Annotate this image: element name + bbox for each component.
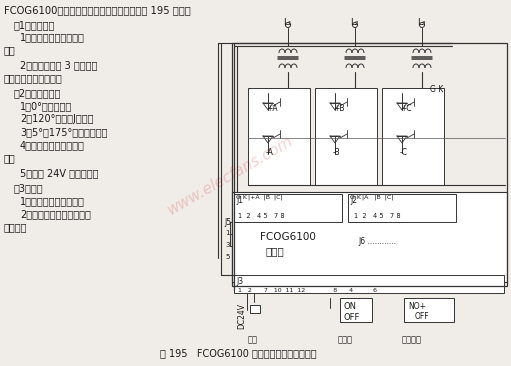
Text: 1）0°相位基准。: 1）0°相位基准。 [20, 101, 72, 111]
Bar [382, 88, 444, 185]
Bar [404, 298, 454, 322]
Text: J5: J5 [224, 218, 231, 227]
Bar [340, 298, 372, 322]
Text: G K: G K [236, 195, 247, 200]
Text: （2）触发板配置: （2）触发板配置 [14, 88, 61, 98]
Text: +A: +A [266, 104, 277, 113]
Text: J1: J1 [236, 196, 243, 205]
Text: 起动器。: 起动器。 [4, 222, 28, 232]
Bar [248, 88, 310, 185]
Bar [232, 192, 507, 282]
Text: 3: 3 [225, 242, 229, 248]
Text: 2）120°脉冲门J信号。: 2）120°脉冲门J信号。 [20, 114, 94, 124]
Text: J6 ............: J6 ............ [358, 237, 396, 246]
Text: |+A  |B  |C|: |+A |B |C| [248, 195, 283, 201]
Text: 2）在负载中有 3 次谐波电: 2）在负载中有 3 次谐波电 [20, 60, 98, 70]
Text: 触发板: 触发板 [266, 246, 285, 256]
Text: 1）变压器一次侧控制。: 1）变压器一次侧控制。 [20, 196, 85, 206]
Text: 1: 1 [225, 230, 229, 236]
Text: ON: ON [344, 302, 357, 311]
Text: |A   |B  |C|: |A |B |C| [362, 195, 393, 201]
Bar [348, 194, 456, 222]
Text: 流（但电流中没有）。: 流（但电流中没有）。 [4, 73, 63, 83]
Text: J3: J3 [236, 277, 243, 286]
Text: +B: +B [333, 104, 344, 113]
Text: 1）减少晶闸管方均根电: 1）减少晶闸管方均根电 [20, 32, 85, 42]
Text: 命令: 命令 [248, 335, 258, 344]
Text: 1  2   4 5   7 8: 1 2 4 5 7 8 [354, 213, 401, 219]
Text: -C: -C [400, 148, 408, 157]
Text: （3）应用: （3）应用 [14, 183, 43, 193]
Text: L₁: L₁ [283, 18, 292, 27]
Bar [232, 43, 507, 286]
Text: +C: +C [400, 104, 412, 113]
Text: -B: -B [333, 148, 341, 157]
Text: FCOG6100晶闸管内中点交流控制器电路如图 195 所示。: FCOG6100晶闸管内中点交流控制器电路如图 195 所示。 [4, 5, 191, 15]
Text: 4）相位基准来自交流电: 4）相位基准来自交流电 [20, 140, 85, 150]
Text: 瞬时禁止: 瞬时禁止 [402, 335, 422, 344]
Bar [234, 194, 342, 222]
Text: G K: G K [350, 195, 361, 200]
Text: OFF: OFF [415, 312, 430, 321]
Text: 2）固态器件减压式电动机: 2）固态器件减压式电动机 [20, 209, 91, 219]
Text: （1）设计特点: （1）设计特点 [14, 20, 55, 30]
Text: www.elecfans.com: www.elecfans.com [165, 134, 295, 218]
Text: G K: G K [430, 85, 443, 94]
Text: FCOG6100: FCOG6100 [260, 232, 316, 242]
Text: NO+: NO+ [408, 302, 426, 311]
Text: DC24V: DC24V [237, 303, 246, 329]
Text: 1   2      7   10  11  12              8      4          6: 1 2 7 10 11 12 8 4 6 [238, 288, 377, 293]
Bar [315, 88, 377, 185]
Text: L₂: L₂ [350, 18, 359, 27]
Text: 图 195   FCOG6100 晶闸管内中点交流控制器: 图 195 FCOG6100 晶闸管内中点交流控制器 [160, 348, 317, 358]
Text: 3）5°～175°门延角范围。: 3）5°～175°门延角范围。 [20, 127, 107, 137]
Text: L₃: L₃ [417, 18, 426, 27]
Text: 5: 5 [225, 254, 229, 260]
Text: 1  2   4 5   7 8: 1 2 4 5 7 8 [238, 213, 285, 219]
Text: 软禁止: 软禁止 [338, 335, 353, 344]
Bar [234, 275, 504, 293]
Text: 5）外加 24V 交流电源。: 5）外加 24V 交流电源。 [20, 168, 99, 178]
Text: OFF: OFF [344, 313, 360, 322]
Bar [250, 305, 260, 313]
Text: 流。: 流。 [4, 45, 16, 55]
Text: J2: J2 [350, 196, 357, 205]
Text: 源。: 源。 [4, 153, 16, 163]
Text: -A: -A [266, 148, 274, 157]
